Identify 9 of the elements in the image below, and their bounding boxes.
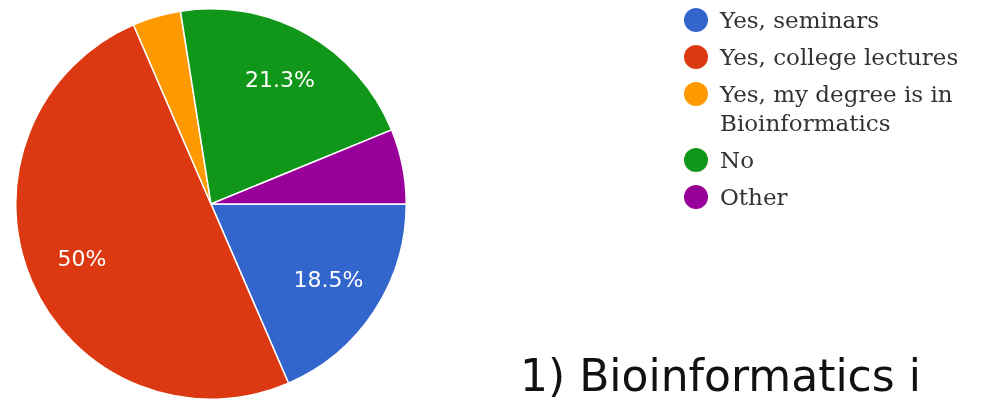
data-label: 50% [57, 245, 107, 271]
data-label: 18.5% [293, 266, 364, 292]
legend-label: Yes, college lectures [720, 43, 960, 72]
legend-label: Yes, seminars [720, 6, 881, 35]
data-label: 21.3% [244, 67, 315, 93]
legend-label: Yes, my degree is in Bioinformatics [720, 80, 954, 138]
text: 1) Bioinformatics i [520, 350, 921, 401]
legend-label: Other [720, 183, 789, 212]
legend-label: No [720, 146, 755, 175]
